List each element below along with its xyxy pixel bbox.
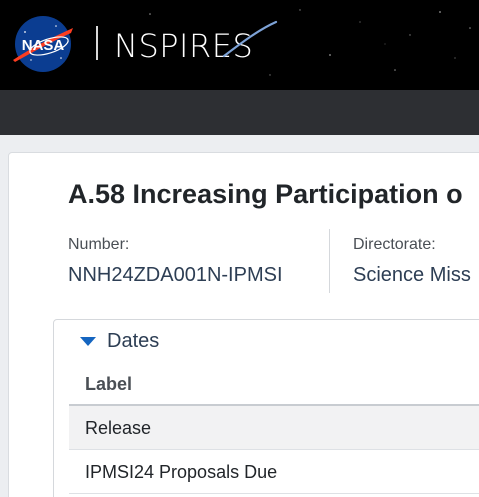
caret-down-icon	[80, 336, 96, 346]
number-value: NNH24ZDA001N-IPMSI	[68, 264, 283, 286]
nasa-logo[interactable]: NASA	[11, 14, 75, 74]
directorate-label: Directorate:	[353, 236, 436, 253]
site-brand[interactable]: NSPIRES	[114, 27, 254, 65]
main-navbar	[0, 90, 479, 135]
table-row: IPMSI24 Proposals Due	[69, 450, 479, 494]
column-header-label[interactable]: Label	[69, 362, 479, 406]
number-label: Number:	[68, 236, 130, 253]
directorate-value: Science Miss	[353, 264, 471, 286]
dates-table: Label Release IPMSI24 Proposals Due	[69, 362, 479, 494]
site-header: NASA NSPIRES	[0, 0, 479, 90]
dates-toggle-label: Dates	[107, 330, 160, 352]
header-divider	[96, 26, 98, 60]
dates-toggle-button[interactable]: Dates	[80, 330, 159, 352]
starfield-background	[149, 9, 471, 76]
nasa-logo-text: NASA	[22, 37, 65, 54]
brand-swoosh-icon	[222, 20, 278, 58]
page-title: A.58 Increasing Participation o	[68, 179, 463, 209]
field-separator	[329, 229, 330, 293]
table-row: Release	[69, 406, 479, 450]
